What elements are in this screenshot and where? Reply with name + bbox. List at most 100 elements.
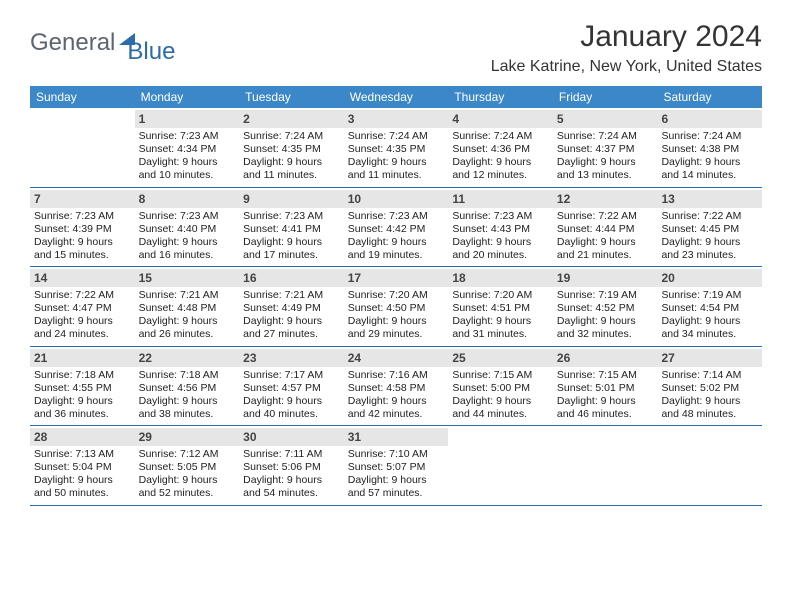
day-info-line: and 24 minutes. xyxy=(34,328,131,341)
day-info-line: Sunset: 4:51 PM xyxy=(452,302,549,315)
day-cell: 14 Sunrise: 7:22 AMSunset: 4:47 PMDayligh… xyxy=(30,267,135,346)
day-number: 19 xyxy=(553,269,658,287)
day-info-line: Daylight: 9 hours xyxy=(34,315,131,328)
day-cell: 29Sunrise: 7:12 AMSunset: 5:05 PMDayligh… xyxy=(135,426,240,505)
week-row: 14 Sunrise: 7:22 AMSunset: 4:47 PMDayligh… xyxy=(30,267,762,347)
day-info-line: and 11 minutes. xyxy=(348,169,445,182)
day-cell: 27Sunrise: 7:14 AMSunset: 5:02 PMDayligh… xyxy=(657,347,762,426)
day-info: Sunrise: 7:19 AMSunset: 4:52 PMDaylight:… xyxy=(557,289,654,342)
day-info-line: and 23 minutes. xyxy=(661,249,758,262)
day-cell: 30Sunrise: 7:11 AMSunset: 5:06 PMDayligh… xyxy=(239,426,344,505)
day-number: 4 xyxy=(448,110,553,128)
day-cell: 21Sunrise: 7:18 AMSunset: 4:55 PMDayligh… xyxy=(30,347,135,426)
day-info: Sunrise: 7:18 AMSunset: 4:55 PMDaylight:… xyxy=(34,369,131,422)
day-info-line: Daylight: 9 hours xyxy=(139,474,236,487)
day-info-line: Sunset: 4:39 PM xyxy=(34,223,131,236)
day-cell: 7Sunrise: 7:23 AMSunset: 4:39 PMDaylight… xyxy=(30,188,135,267)
day-cell: 6Sunrise: 7:24 AMSunset: 4:38 PMDaylight… xyxy=(657,108,762,187)
day-info-line: Daylight: 9 hours xyxy=(348,156,445,169)
week-row: 21Sunrise: 7:18 AMSunset: 4:55 PMDayligh… xyxy=(30,347,762,427)
day-info-line: Sunrise: 7:12 AM xyxy=(139,448,236,461)
day-info-line: Sunrise: 7:23 AM xyxy=(348,210,445,223)
day-info: Sunrise: 7:17 AMSunset: 4:57 PMDaylight:… xyxy=(243,369,340,422)
day-number: 22 xyxy=(135,349,240,367)
day-info: Sunrise: 7:22 AMSunset: 4:44 PMDaylight:… xyxy=(557,210,654,263)
day-info-line: Daylight: 9 hours xyxy=(139,395,236,408)
day-info-line: Sunrise: 7:13 AM xyxy=(34,448,131,461)
day-cell xyxy=(30,108,135,187)
day-info-line: Sunset: 4:38 PM xyxy=(661,143,758,156)
day-info-line: and 36 minutes. xyxy=(34,408,131,421)
day-info: Sunrise: 7:10 AMSunset: 5:07 PMDaylight:… xyxy=(348,448,445,501)
day-info-line: Sunset: 5:01 PM xyxy=(557,382,654,395)
day-info-line: Sunset: 4:49 PM xyxy=(243,302,340,315)
day-info-line: Sunset: 4:35 PM xyxy=(243,143,340,156)
day-info-line: Daylight: 9 hours xyxy=(348,395,445,408)
day-info-line: Sunset: 4:40 PM xyxy=(139,223,236,236)
day-info-line: Sunset: 4:55 PM xyxy=(34,382,131,395)
weeks-container: 1Sunrise: 7:23 AMSunset: 4:34 PMDaylight… xyxy=(30,108,762,506)
day-info-line: Sunrise: 7:18 AM xyxy=(34,369,131,382)
day-number: 7 xyxy=(30,190,135,208)
day-info-line: Sunset: 4:50 PM xyxy=(348,302,445,315)
day-cell: 9Sunrise: 7:23 AMSunset: 4:41 PMDaylight… xyxy=(239,188,344,267)
day-cell: 18Sunrise: 7:20 AMSunset: 4:51 PMDayligh… xyxy=(448,267,553,346)
day-info: Sunrise: 7:22 AMSunset: 4:45 PMDaylight:… xyxy=(661,210,758,263)
day-info-line: and 26 minutes. xyxy=(139,328,236,341)
day-cell: 8Sunrise: 7:23 AMSunset: 4:40 PMDaylight… xyxy=(135,188,240,267)
day-info-line: Sunrise: 7:24 AM xyxy=(348,130,445,143)
day-info-line: Sunrise: 7:15 AM xyxy=(557,369,654,382)
day-of-week-row: SundayMondayTuesdayWednesdayThursdayFrid… xyxy=(30,86,762,108)
day-cell: 2 Sunrise: 7:24 AMSunset: 4:35 PMDaylight… xyxy=(239,108,344,187)
day-info: Sunrise: 7:23 AMSunset: 4:41 PMDaylight:… xyxy=(243,210,340,263)
day-info: Sunrise: 7:11 AMSunset: 5:06 PMDaylight:… xyxy=(243,448,340,501)
day-info-line: and 34 minutes. xyxy=(661,328,758,341)
day-cell: 25Sunrise: 7:15 AMSunset: 5:00 PMDayligh… xyxy=(448,347,553,426)
day-info-line: Sunrise: 7:23 AM xyxy=(34,210,131,223)
day-cell xyxy=(448,426,553,505)
day-info-line: Sunrise: 7:20 AM xyxy=(452,289,549,302)
day-number: 8 xyxy=(135,190,240,208)
day-number: 31 xyxy=(344,428,449,446)
day-info-line: Daylight: 9 hours xyxy=(139,156,236,169)
day-info-line: Sunset: 4:44 PM xyxy=(557,223,654,236)
day-cell: 5Sunrise: 7:24 AMSunset: 4:37 PMDaylight… xyxy=(553,108,658,187)
day-info-line: Daylight: 9 hours xyxy=(243,156,340,169)
day-info-line: Daylight: 9 hours xyxy=(452,315,549,328)
day-info-line: and 19 minutes. xyxy=(348,249,445,262)
day-number: 14 xyxy=(30,269,135,287)
day-info: Sunrise: 7:24 AMSunset: 4:38 PMDaylight:… xyxy=(661,130,758,183)
day-number: 2 xyxy=(239,110,344,128)
dow-cell: Monday xyxy=(135,86,240,108)
day-info-line: Daylight: 9 hours xyxy=(661,156,758,169)
day-cell: 16Sunrise: 7:21 AMSunset: 4:49 PMDayligh… xyxy=(239,267,344,346)
day-info-line: Sunset: 4:57 PM xyxy=(243,382,340,395)
day-info-line: Daylight: 9 hours xyxy=(557,395,654,408)
day-cell: 20Sunrise: 7:19 AMSunset: 4:54 PMDayligh… xyxy=(657,267,762,346)
day-info-line: and 38 minutes. xyxy=(139,408,236,421)
day-info-line: Sunset: 4:45 PM xyxy=(661,223,758,236)
day-info-line: Daylight: 9 hours xyxy=(348,315,445,328)
day-number: 12 xyxy=(553,190,658,208)
week-row: 28Sunrise: 7:13 AMSunset: 5:04 PMDayligh… xyxy=(30,426,762,506)
day-info-line: Sunrise: 7:23 AM xyxy=(139,210,236,223)
day-info-line: and 54 minutes. xyxy=(243,487,340,500)
day-info-line: Sunset: 4:48 PM xyxy=(139,302,236,315)
day-cell xyxy=(553,426,658,505)
day-info: Sunrise: 7:14 AMSunset: 5:02 PMDaylight:… xyxy=(661,369,758,422)
day-info-line: Daylight: 9 hours xyxy=(139,315,236,328)
day-info-line: Sunset: 4:56 PM xyxy=(139,382,236,395)
day-cell: 10Sunrise: 7:23 AMSunset: 4:42 PMDayligh… xyxy=(344,188,449,267)
dow-cell: Tuesday xyxy=(239,86,344,108)
day-number: 26 xyxy=(553,349,658,367)
day-info: Sunrise: 7:22 AMSunset: 4:47 PMDaylight:… xyxy=(34,289,131,342)
month-title: January 2024 xyxy=(491,20,762,54)
day-info-line: and 10 minutes. xyxy=(139,169,236,182)
day-info-line: Sunrise: 7:24 AM xyxy=(452,130,549,143)
day-info-line: Sunset: 4:54 PM xyxy=(661,302,758,315)
day-info-line: and 52 minutes. xyxy=(139,487,236,500)
day-info-line: Sunset: 4:34 PM xyxy=(139,143,236,156)
day-info-line: Sunrise: 7:22 AM xyxy=(557,210,654,223)
day-info-line: Sunrise: 7:24 AM xyxy=(243,130,340,143)
day-number: 16 xyxy=(239,269,344,287)
